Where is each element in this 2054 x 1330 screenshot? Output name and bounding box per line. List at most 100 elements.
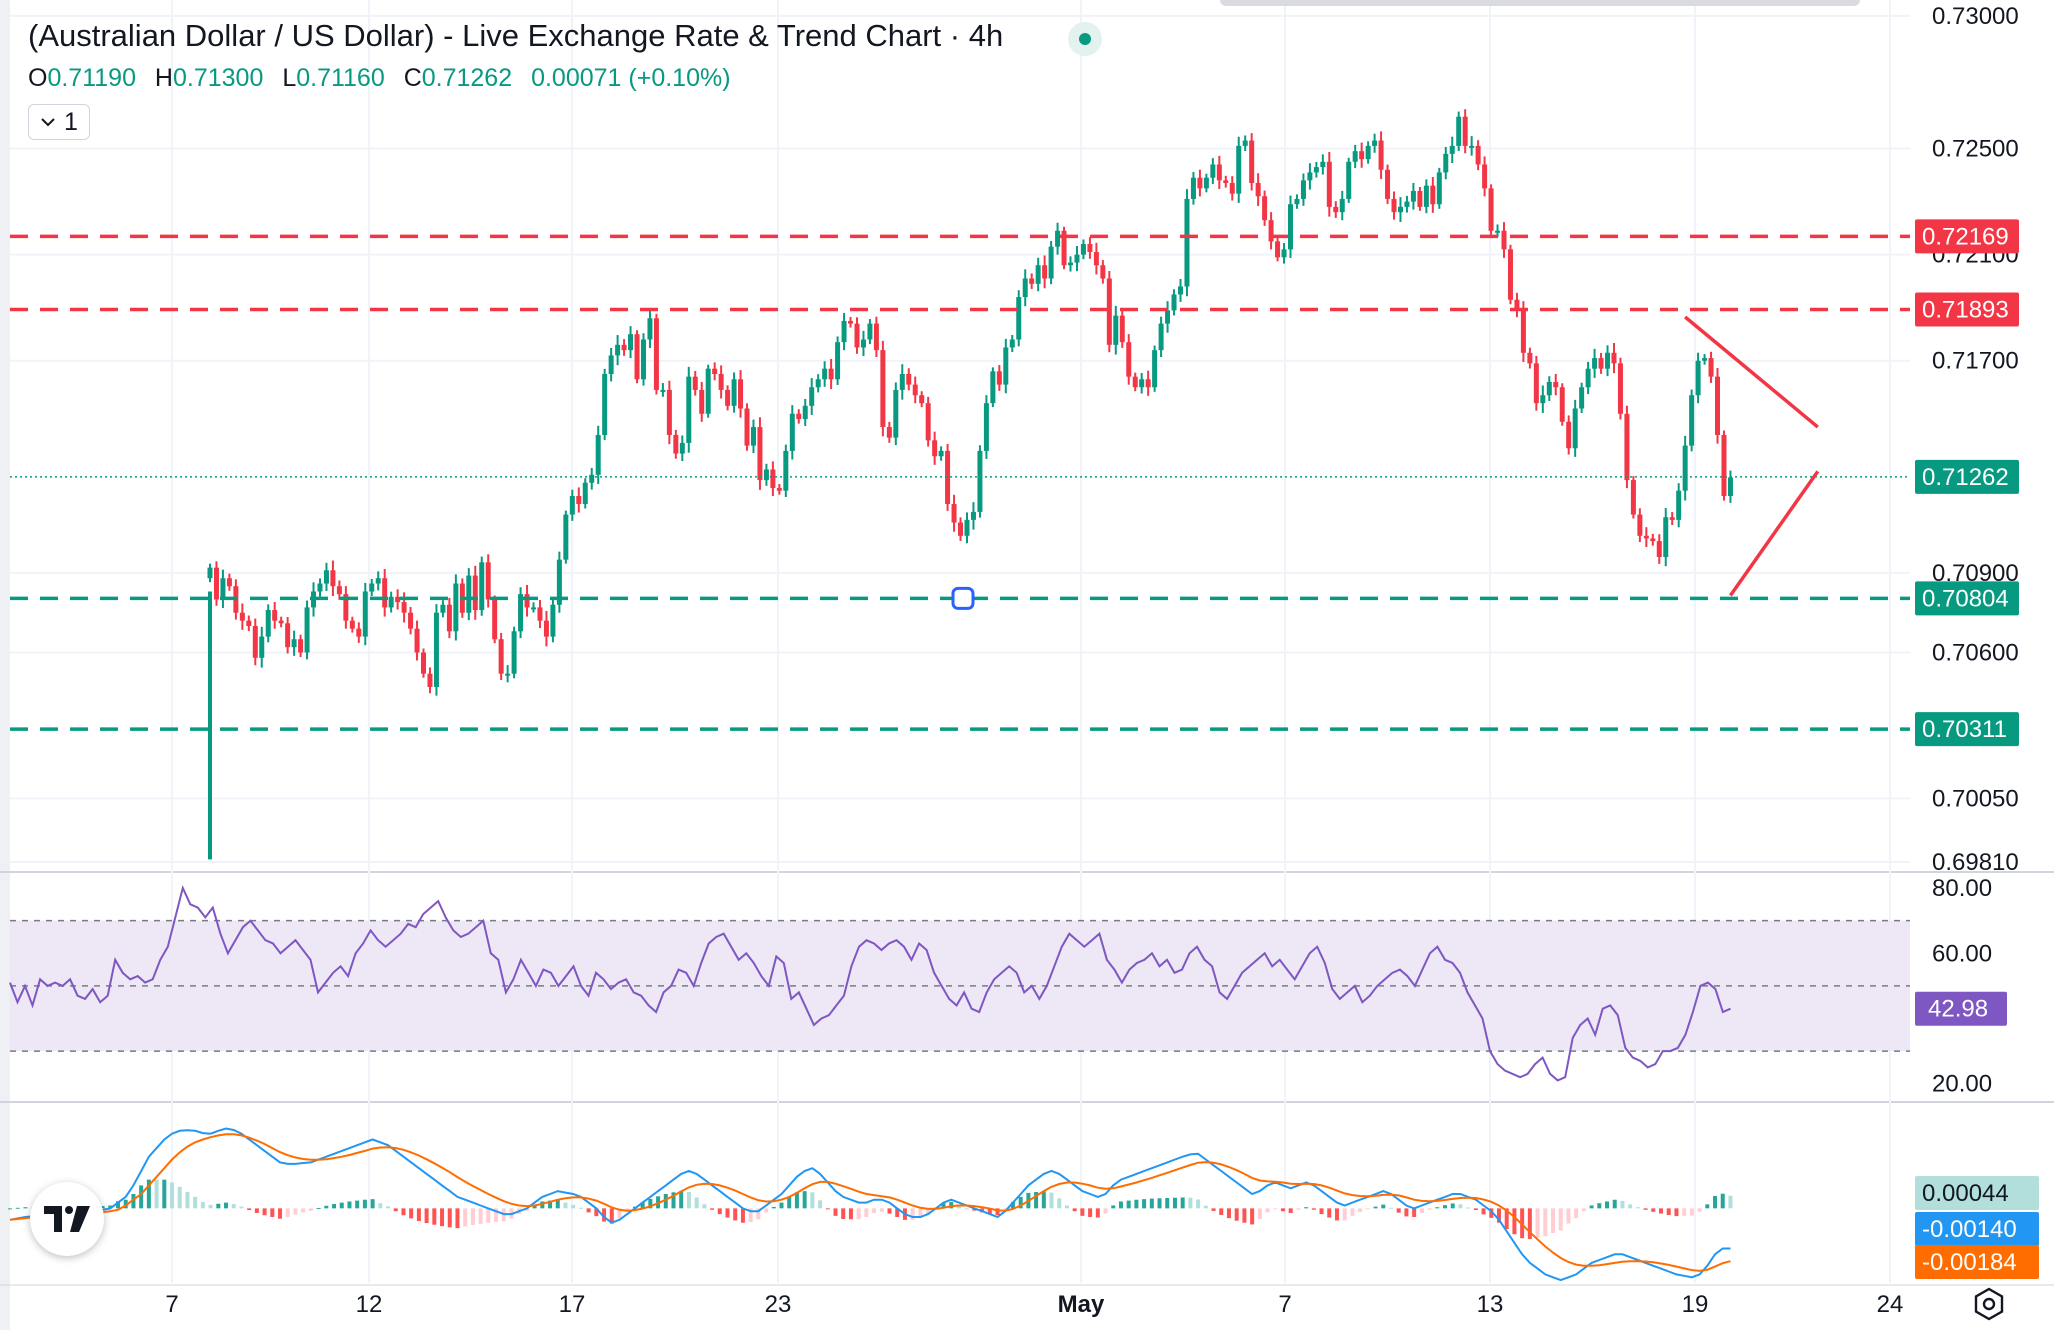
macd-histogram-bar (154, 1179, 159, 1209)
macd-histogram-bar (1134, 1199, 1139, 1209)
macd-histogram-bar (185, 1191, 190, 1209)
macd-histogram-bar (1288, 1208, 1293, 1213)
candle-body (860, 339, 866, 348)
macd-histogram-bar (1010, 1202, 1015, 1209)
macd-histogram-bar (1072, 1208, 1077, 1212)
macd-histogram-bar (1319, 1208, 1324, 1215)
macd-histogram-bar (278, 1208, 283, 1219)
candle-body (1663, 517, 1669, 558)
macd-histogram-bar (1419, 1208, 1424, 1213)
macd-histogram-bar (1489, 1208, 1494, 1218)
macd-histogram-bar (918, 1208, 923, 1218)
x-tick-label: 7 (1278, 1291, 1291, 1318)
candle-body (1579, 387, 1585, 409)
macd-histogram-bar (671, 1192, 676, 1209)
macd-histogram-bar (1589, 1205, 1594, 1209)
candle-body (1624, 413, 1630, 481)
candle-body (783, 450, 789, 491)
candle-body (226, 578, 232, 587)
candle-body (634, 334, 640, 380)
macd-histogram-bar (995, 1208, 1000, 1215)
macd-histogram-bar (131, 1194, 136, 1209)
candle-body (1106, 278, 1112, 345)
macd-histogram-bar (1250, 1208, 1255, 1225)
candle-body (1035, 265, 1041, 284)
candle-body (1598, 358, 1604, 369)
macd-histogram-bar (1234, 1208, 1239, 1221)
candle-body (1540, 395, 1546, 404)
macd-histogram-bar (1049, 1192, 1054, 1209)
candle-body (776, 488, 782, 491)
macd-histogram-bar (393, 1208, 398, 1212)
candle-body (802, 405, 808, 420)
candle-body (317, 583, 323, 592)
candle-body (725, 389, 731, 406)
candle-body (628, 334, 634, 351)
macd-histogram-bar (1458, 1204, 1463, 1209)
macd-histogram-bar (1203, 1205, 1208, 1209)
macd-histogram-bar (794, 1192, 799, 1209)
tradingview-logo-icon[interactable] (30, 1182, 104, 1256)
macd-histogram-bar (555, 1199, 560, 1209)
macd-histogram-bar (964, 1208, 969, 1210)
macd-histogram-bar (8, 1208, 12, 1210)
candle-body (653, 318, 659, 390)
candle-body (757, 427, 763, 481)
macd-histogram-bar (432, 1208, 437, 1225)
y-tick-label: 0.73000 (1932, 3, 2019, 30)
macd-histogram-bar (177, 1186, 182, 1209)
settings-gear-icon[interactable] (1972, 1287, 2006, 1321)
macd-histogram-bar (825, 1208, 830, 1210)
macd-histogram-bar (1728, 1195, 1733, 1209)
macd-histogram-bar (100, 1206, 105, 1209)
macd-histogram-bar (1111, 1205, 1116, 1209)
macd-histogram-bar (1635, 1207, 1640, 1209)
macd-histogram-bar (663, 1194, 668, 1209)
macd-value-tag (1915, 1212, 2039, 1246)
candle-body (382, 578, 388, 608)
candle-body (576, 496, 582, 504)
candle-body (1236, 145, 1242, 194)
candle-body (1501, 230, 1507, 250)
candle-body (259, 636, 265, 658)
candle-body (615, 344, 621, 356)
signal-line (9, 1133, 1731, 1272)
candle-body (1210, 164, 1216, 178)
level-price-label: 0.71893 (1922, 297, 2009, 324)
rsi-tick-label: 80.00 (1932, 875, 1992, 902)
macd-histogram-bar (1304, 1207, 1309, 1209)
macd-value-tag (1915, 1176, 2039, 1210)
candle-body (1061, 230, 1067, 266)
last-price-tag (1915, 459, 2019, 494)
candle-body (1307, 172, 1313, 181)
macd-histogram-bar (748, 1208, 753, 1223)
macd-histogram-bar (1188, 1197, 1193, 1209)
x-tick-label: 13 (1477, 1291, 1504, 1318)
candle-body (446, 604, 452, 632)
candle-body (531, 607, 536, 610)
candle-body (1669, 517, 1675, 520)
candle-body (1689, 395, 1695, 446)
macd-histogram-bar (1396, 1208, 1401, 1213)
macd-histogram-bar (1466, 1207, 1471, 1209)
macd-histogram-bar (648, 1198, 653, 1209)
macd-histogram-bar (15, 1207, 20, 1209)
candle-body (582, 482, 588, 504)
indicators-toggle-button[interactable]: 1 (28, 104, 90, 140)
macd-line (9, 1127, 1731, 1282)
candle-body (1715, 376, 1721, 435)
candle-body (1158, 323, 1164, 351)
candle-body (362, 591, 368, 637)
candle-body (835, 342, 841, 380)
candle-body (1203, 177, 1209, 189)
macd-value-label: -0.00140 (1922, 1216, 2017, 1243)
macd-histogram-bar (1180, 1197, 1185, 1209)
top-toolbar-edge (1220, 0, 1860, 6)
rsi-value-tag (1915, 991, 2007, 1026)
candle-body (1145, 379, 1151, 388)
high-key: H (154, 64, 173, 92)
macd-histogram-bar (116, 1201, 121, 1209)
candle-body (1404, 201, 1410, 207)
macd-histogram-bar (1581, 1208, 1586, 1212)
